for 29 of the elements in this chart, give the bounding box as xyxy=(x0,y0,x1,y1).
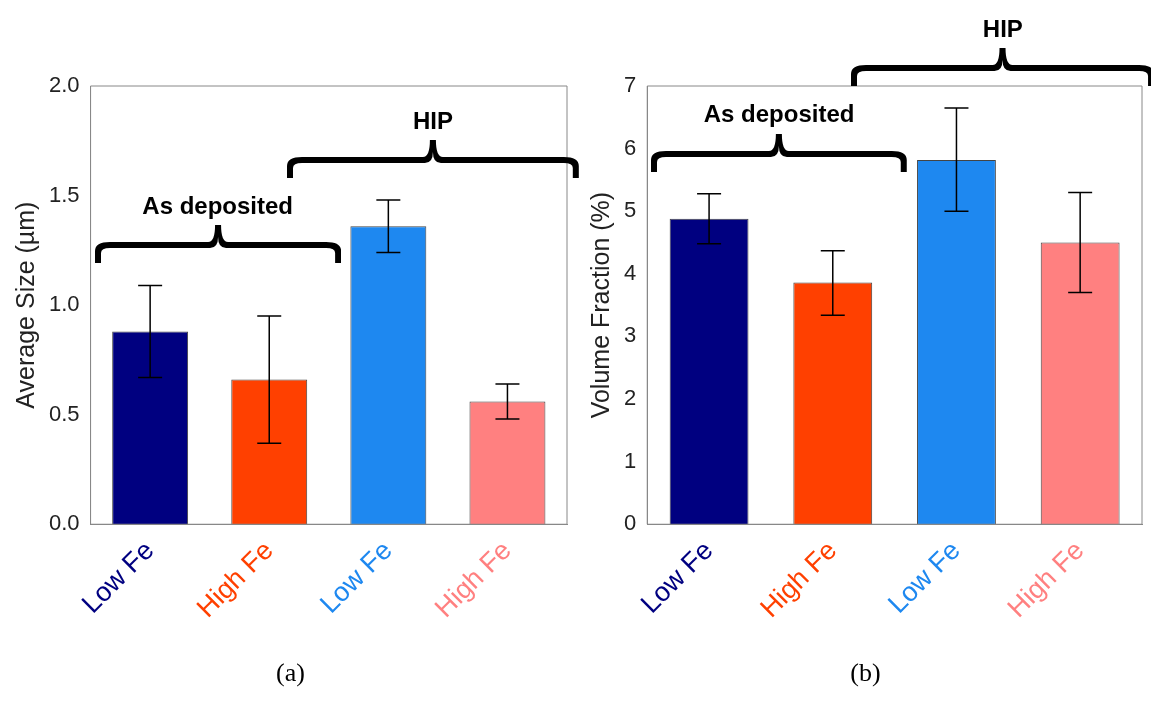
text: (a) xyxy=(275,658,306,688)
y-tick-label: 0 xyxy=(623,510,637,536)
y-tick-label: 7 xyxy=(623,72,637,98)
y-tick-label: 5 xyxy=(623,197,637,223)
x-tick-label: High Fe xyxy=(754,534,843,624)
x-tick-label: High Fe xyxy=(190,534,279,624)
text: HIP xyxy=(982,14,1023,42)
y-axis-title: Volume Fraction (%) xyxy=(585,191,614,419)
x-tick-label: Low Fe xyxy=(634,534,719,619)
annotation: As deposited xyxy=(703,100,855,128)
y-tick-label: 1.0 xyxy=(48,291,80,317)
y-tick-label: 6 xyxy=(623,134,637,160)
y-tick-label: 4 xyxy=(623,259,637,285)
y-tick-label: 2.0 xyxy=(48,72,80,98)
x-tick-label: Low Fe xyxy=(314,534,398,619)
y-tick-label: 0.0 xyxy=(48,510,80,536)
y-tick-label: 2 xyxy=(623,385,637,411)
annotation: As deposited xyxy=(142,192,293,220)
x-tick-label: High Fe xyxy=(1001,534,1090,624)
annotation: HIP xyxy=(413,106,454,134)
x-tick-label: Low Fe xyxy=(882,534,966,619)
x-tick-label: Low Fe xyxy=(75,534,160,619)
x-tick-label: High Fe xyxy=(428,534,517,624)
y-tick-label: 0.5 xyxy=(48,400,80,426)
y-tick-label: 1 xyxy=(623,447,637,473)
y-tick-label: 3 xyxy=(623,322,637,348)
text: (b) xyxy=(849,658,882,688)
y-tick-label: 1.5 xyxy=(48,181,80,207)
y-axis-title: Average Size (µm) xyxy=(10,201,39,409)
